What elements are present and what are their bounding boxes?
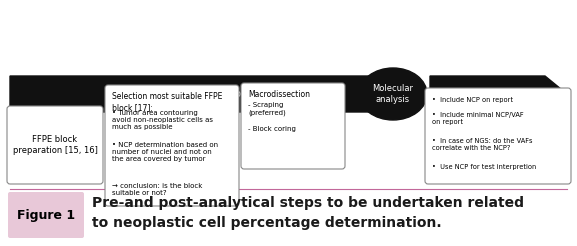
FancyBboxPatch shape <box>8 192 84 238</box>
Text: Pre-analytical steps: Pre-analytical steps <box>144 89 246 99</box>
Text: Macrodissection: Macrodissection <box>248 90 310 99</box>
Text: FFPE block
preparation [15, 16]: FFPE block preparation [15, 16] <box>13 135 98 155</box>
Text: to neoplastic cell percentage determination.: to neoplastic cell percentage determinat… <box>92 216 441 230</box>
Text: •  In case of NGS: do the VAFs
correlate with the NCP?: • In case of NGS: do the VAFs correlate … <box>432 138 533 151</box>
Text: Selection most suitable FFPE
block [17]:: Selection most suitable FFPE block [17]: <box>112 92 222 112</box>
Text: → conclusion: is the block
suitable or not?: → conclusion: is the block suitable or n… <box>112 183 203 196</box>
Text: - Block coring: - Block coring <box>248 126 296 132</box>
FancyBboxPatch shape <box>105 85 239 206</box>
FancyArrow shape <box>10 76 415 112</box>
Text: Molecular
analysis: Molecular analysis <box>373 84 414 104</box>
FancyBboxPatch shape <box>241 83 345 169</box>
Text: Pre-and post-analytical steps to be undertaken related: Pre-and post-analytical steps to be unde… <box>92 196 524 210</box>
Text: Figure 1: Figure 1 <box>17 209 75 221</box>
Text: •  Include minimal NCP/VAF
on report: • Include minimal NCP/VAF on report <box>432 112 523 125</box>
Text: Post-analytical steps: Post-analytical steps <box>440 89 541 99</box>
FancyArrow shape <box>430 76 567 112</box>
Text: • Tumor area contouring
avoid non-neoplastic cells as
much as possible: • Tumor area contouring avoid non-neopla… <box>112 110 213 130</box>
Text: • NCP determination based on
number of nuclei and not on
the area covered by tum: • NCP determination based on number of n… <box>112 142 218 163</box>
Text: •  Include NCP on report: • Include NCP on report <box>432 97 513 103</box>
Text: - Scraping
(preferred): - Scraping (preferred) <box>248 102 286 116</box>
Text: •  Use NCP for test interpretion: • Use NCP for test interpretion <box>432 164 536 170</box>
FancyBboxPatch shape <box>7 106 103 184</box>
Ellipse shape <box>359 68 427 120</box>
FancyBboxPatch shape <box>425 88 571 184</box>
